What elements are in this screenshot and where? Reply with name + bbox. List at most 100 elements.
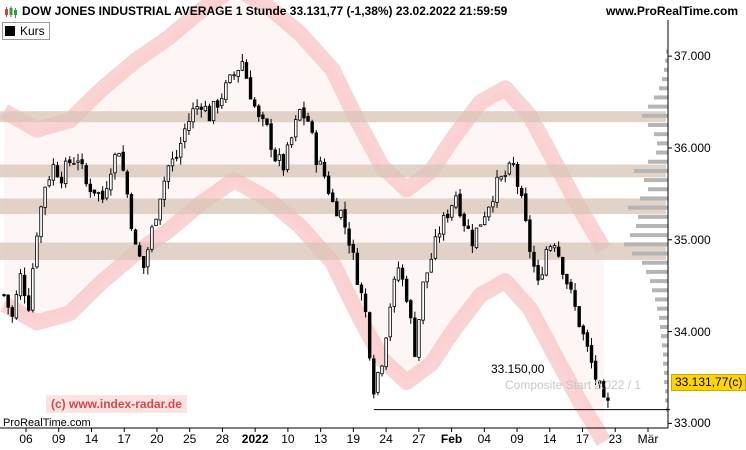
y-tick-label: 37.000 <box>674 49 711 64</box>
candle-body <box>462 213 466 227</box>
candle-body <box>528 219 532 252</box>
candle-body <box>142 256 146 269</box>
candle-body <box>228 74 232 83</box>
candle-body <box>441 214 446 235</box>
candle-body <box>289 137 294 146</box>
candle-body <box>203 105 208 112</box>
volume-profile-bar <box>644 178 668 183</box>
candle-body <box>59 176 64 184</box>
candle-body <box>174 156 179 159</box>
volume-profile-bar <box>657 306 668 311</box>
resistance-zone <box>0 164 666 178</box>
candle-body <box>55 165 60 178</box>
candle-body <box>347 228 351 246</box>
x-tick-label: 14 <box>543 432 557 446</box>
volume-profile-bar <box>632 251 668 256</box>
candle-body <box>236 70 240 77</box>
x-tick-label: 25 <box>182 432 197 446</box>
candle-body <box>211 100 216 122</box>
candle-body <box>244 62 249 79</box>
volume-profile-bar <box>648 159 668 164</box>
candle-body <box>524 193 528 221</box>
volume-profile-bar <box>654 132 668 137</box>
candle-body <box>232 74 236 77</box>
candle-body <box>294 119 298 138</box>
volume-profile-bar <box>664 67 668 72</box>
candle-body <box>68 159 72 164</box>
candle-body <box>318 160 323 165</box>
candle-body <box>150 226 154 250</box>
candle-body <box>121 151 125 171</box>
x-tick-label: 19 <box>346 432 361 446</box>
volume-profile-bar <box>665 398 668 403</box>
resistance-zone <box>0 198 666 215</box>
volume-profile-bar <box>665 389 668 394</box>
footer-brand: ProRealTime.com <box>3 417 91 429</box>
candle-body <box>565 273 569 285</box>
x-tick-label: 14 <box>84 432 99 446</box>
candle-body <box>446 213 450 219</box>
y-tick-label: 33.000 <box>674 416 711 431</box>
candle-body <box>589 345 594 363</box>
legend[interactable]: Kurs <box>2 22 50 40</box>
volume-profile-bar <box>648 187 668 192</box>
candle-body <box>248 77 253 100</box>
candle-body <box>191 108 195 123</box>
candle-body <box>306 116 310 122</box>
site-url[interactable]: www.ProRealTime.com <box>605 4 738 18</box>
candle-body <box>548 246 553 251</box>
candle-body <box>585 332 590 347</box>
candle-body <box>326 175 331 194</box>
candle-body <box>117 153 121 157</box>
candle-body <box>27 295 31 311</box>
band-lower <box>0 172 611 446</box>
candle-body <box>137 245 142 257</box>
candle-body <box>31 268 35 311</box>
candle-body <box>162 180 166 200</box>
volume-profile-bar <box>655 297 668 302</box>
candle-body <box>166 165 171 182</box>
candle-body <box>499 176 503 180</box>
candle-body <box>269 123 273 150</box>
candle-body <box>265 118 269 125</box>
candle-body <box>170 158 175 167</box>
x-tick-label: 09 <box>52 432 66 446</box>
volume-profile-bar <box>664 380 668 385</box>
volume-profile-bar <box>661 334 668 339</box>
volume-profile-bar <box>650 279 668 284</box>
candle-body <box>322 161 327 177</box>
volume-profile-bar <box>636 224 668 228</box>
x-tick-label: 27 <box>412 432 426 446</box>
candle-body <box>470 229 475 247</box>
candle-body <box>577 306 581 327</box>
candle-body <box>146 249 150 268</box>
candle-body <box>100 190 105 200</box>
candle-body <box>277 154 281 161</box>
volume-profile-bar <box>656 150 668 155</box>
candle-body <box>351 243 355 253</box>
candle-body <box>76 160 80 163</box>
candlestick-logo-icon <box>5 6 17 18</box>
candle-body <box>154 218 158 227</box>
candle-body <box>2 294 6 297</box>
candle-body <box>573 290 577 307</box>
candle-body <box>310 121 314 133</box>
volume-profile-bar <box>646 269 668 274</box>
x-tick-label: 09 <box>510 432 524 446</box>
candle-body <box>363 293 368 313</box>
candle-body <box>519 187 524 197</box>
candle-body <box>281 154 286 171</box>
candle-body <box>581 325 585 335</box>
candle-body <box>80 159 84 165</box>
candle-body <box>343 209 347 228</box>
x-tick-label: 20 <box>150 432 164 446</box>
candle-body <box>39 206 43 238</box>
candle-body <box>302 107 306 119</box>
candle-body <box>314 132 318 165</box>
candle-body <box>355 252 360 285</box>
volume-profile-bar <box>659 86 668 91</box>
x-tick-label: 04 <box>477 432 491 446</box>
volume-profile-bar <box>628 205 668 210</box>
volume-profile-bar <box>664 370 668 375</box>
candle-body <box>10 307 14 317</box>
